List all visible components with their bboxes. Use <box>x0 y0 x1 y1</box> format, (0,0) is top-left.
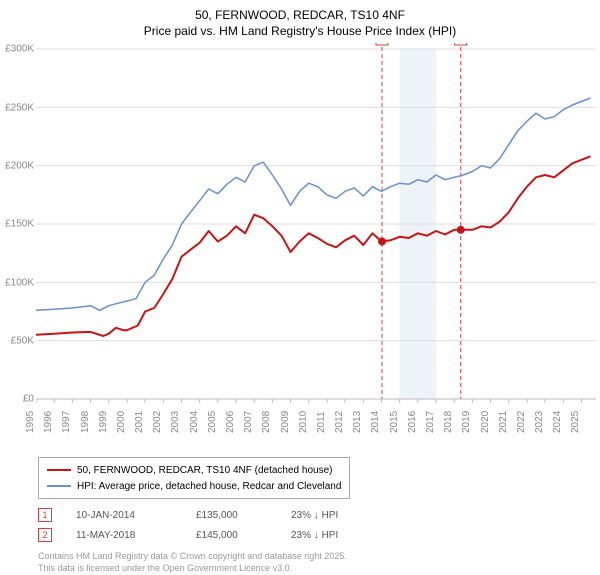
marker-price: £135,000 <box>196 510 291 521</box>
y-tick-label: £250K <box>5 102 34 113</box>
legend-swatch <box>47 485 71 487</box>
y-tick-label: £0 <box>23 394 34 405</box>
x-tick-label: 1996 <box>43 411 54 433</box>
marker-date: 11-MAY-2018 <box>76 530 196 541</box>
x-tick-label: 2017 <box>425 411 436 433</box>
x-tick-label: 1997 <box>61 411 72 433</box>
y-tick-label: £100K <box>5 277 34 288</box>
x-tick-label: 2025 <box>570 411 581 433</box>
x-tick-label: 2012 <box>334 411 345 433</box>
x-tick-label: 2002 <box>152 411 163 433</box>
legend-label: 50, FERNWOOD, REDCAR, TS10 4NF (detached… <box>77 465 332 476</box>
x-tick-label: 2023 <box>534 411 545 433</box>
x-tick-label: 2013 <box>352 411 363 433</box>
marker-pct: 23% ↓ HPI <box>291 510 361 521</box>
marker-badge: 1 <box>38 508 52 522</box>
marker-pct: 23% ↓ HPI <box>291 530 361 541</box>
y-tick-label: £200K <box>5 160 34 171</box>
x-tick-label: 2009 <box>279 411 290 433</box>
copyright-line-2: This data is licensed under the Open Gov… <box>38 563 600 575</box>
chart-title: 50, FERNWOOD, REDCAR, TS10 4NF Price pai… <box>0 8 600 39</box>
x-tick-label: 2004 <box>189 411 200 433</box>
x-tick-label: 2001 <box>134 411 145 433</box>
legend-item: HPI: Average price, detached house, Redc… <box>47 478 341 494</box>
legend-label: HPI: Average price, detached house, Redc… <box>77 481 341 492</box>
x-tick-label: 2019 <box>461 411 472 433</box>
chart-plot-area: 12 £0£50K£100K£150K£200K£250K£300K199519… <box>36 43 596 423</box>
svg-text:2: 2 <box>458 43 463 44</box>
y-tick-label: £300K <box>5 44 34 55</box>
x-tick-label: 2021 <box>498 411 509 433</box>
y-tick-label: £150K <box>5 219 34 230</box>
x-tick-label: 1998 <box>79 411 90 433</box>
line-chart-svg: 12 <box>36 43 596 423</box>
x-tick-label: 2016 <box>407 411 418 433</box>
x-tick-label: 2008 <box>261 411 272 433</box>
title-line-2: Price paid vs. HM Land Registry's House … <box>0 24 600 40</box>
x-tick-label: 2011 <box>316 412 327 434</box>
title-line-1: 50, FERNWOOD, REDCAR, TS10 4NF <box>0 8 600 24</box>
marker-table-row: 1 10-JAN-2014£135,00023% ↓ HPI <box>38 505 600 525</box>
x-tick-label: 2020 <box>479 411 490 433</box>
svg-text:1: 1 <box>379 43 384 44</box>
x-tick-label: 2005 <box>207 411 218 433</box>
marker-data-table: 1 10-JAN-2014£135,00023% ↓ HPI 2 11-MAY-201… <box>38 505 600 545</box>
marker-badge: 2 <box>38 528 52 542</box>
y-tick-label: £50K <box>11 335 34 346</box>
chart-container: 50, FERNWOOD, REDCAR, TS10 4NF Price pai… <box>0 0 600 560</box>
copyright-notice: Contains HM Land Registry data © Crown c… <box>38 551 600 574</box>
marker-table-row: 2 11-MAY-2018£145,00023% ↓ HPI <box>38 525 600 545</box>
marker-date: 10-JAN-2014 <box>76 510 196 521</box>
x-tick-label: 2014 <box>370 411 381 433</box>
x-tick-label: 2010 <box>298 411 309 433</box>
x-tick-label: 2007 <box>243 411 254 433</box>
legend-item: 50, FERNWOOD, REDCAR, TS10 4NF (detached… <box>47 462 341 478</box>
x-tick-label: 1999 <box>98 411 109 433</box>
x-tick-label: 2003 <box>170 411 181 433</box>
x-tick-label: 2000 <box>116 411 127 433</box>
marker-price: £145,000 <box>196 530 291 541</box>
x-tick-label: 2018 <box>443 411 454 433</box>
legend-swatch <box>47 469 71 471</box>
x-tick-label: 2022 <box>516 411 527 433</box>
x-tick-label: 2006 <box>225 411 236 433</box>
x-tick-label: 1995 <box>25 411 36 433</box>
x-tick-label: 2015 <box>389 411 400 433</box>
copyright-line-1: Contains HM Land Registry data © Crown c… <box>38 551 600 563</box>
chart-legend: 50, FERNWOOD, REDCAR, TS10 4NF (detached… <box>38 457 350 499</box>
x-tick-label: 2024 <box>552 411 563 433</box>
